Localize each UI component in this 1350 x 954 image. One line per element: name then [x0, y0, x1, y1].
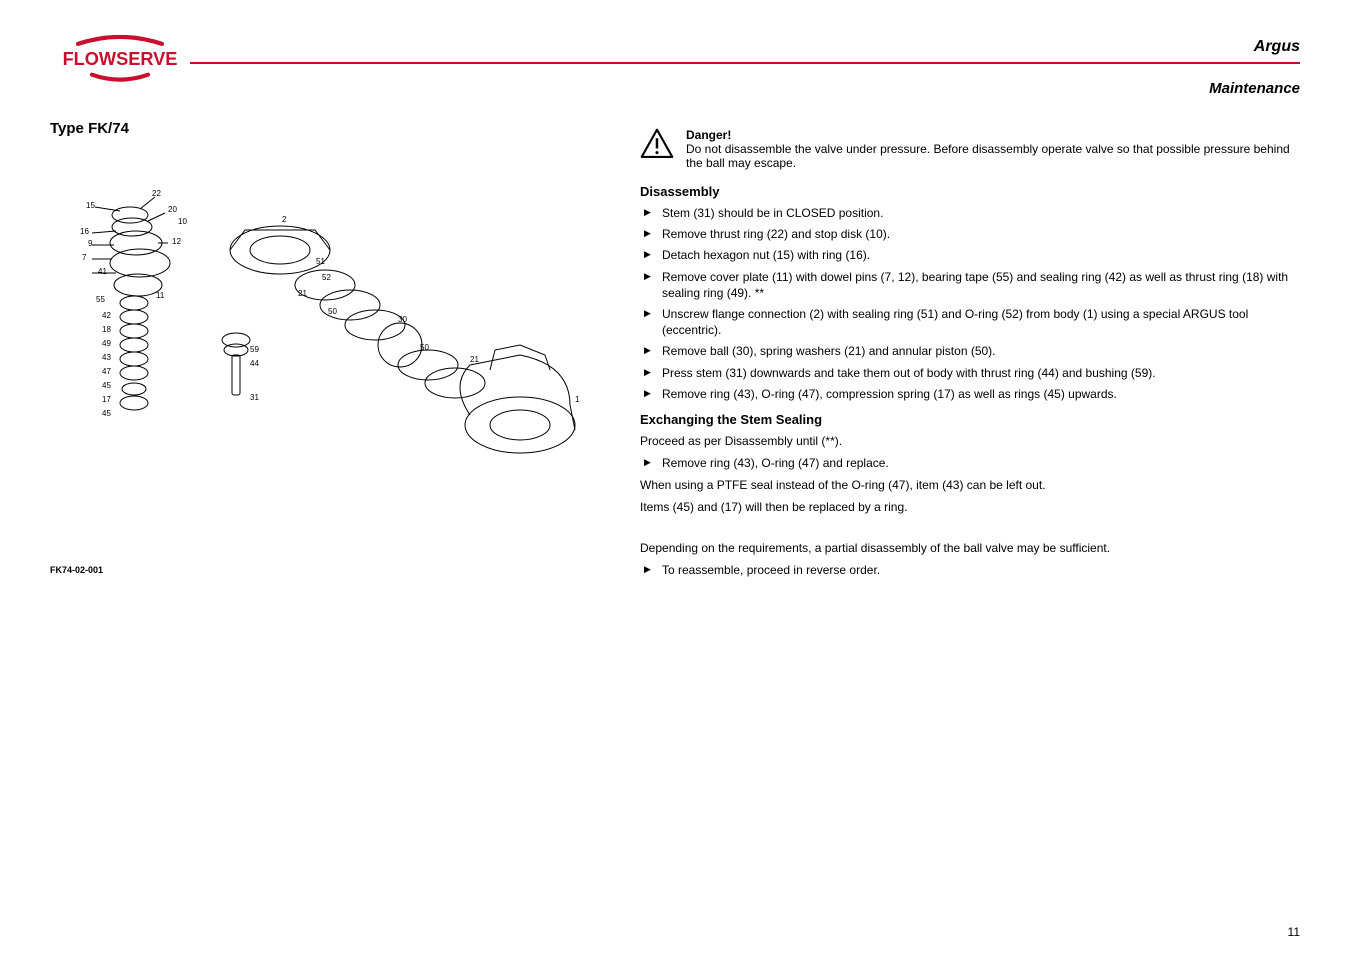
exchange-heading: Exchanging the Stem Sealing — [640, 412, 1300, 427]
diagram-callout: 1 — [575, 395, 579, 404]
diagram-callout: 59 — [250, 345, 259, 354]
right-column: Danger! Do not disassemble the valve und… — [640, 120, 1300, 584]
step-item: Press stem (31) downwards and take them … — [640, 365, 1300, 381]
exploded-diagram: 15 22 20 10 16 9 12 7 41 55 11 42 18 49 … — [50, 155, 610, 535]
diagram-callout: 22 — [152, 189, 161, 198]
header-rule — [190, 62, 1300, 64]
diagram-callout: 21 — [298, 289, 307, 298]
section-label: Maintenance — [1209, 80, 1300, 97]
diagram-callout: 51 — [316, 257, 325, 266]
diagram-callout: 15 — [86, 201, 95, 210]
diagram-callout: 11 — [156, 291, 164, 300]
diagram-callout: 43 — [102, 353, 111, 362]
danger-body: Do not disassemble the valve under press… — [686, 142, 1300, 170]
diagram-callout: 47 — [102, 367, 111, 376]
diagram-code: FK74-02-001 — [50, 565, 610, 575]
step-item: Remove ball (30), spring washers (21) an… — [640, 343, 1300, 359]
type-title: Type FK/74 — [50, 120, 610, 137]
step-item: Remove thrust ring (22) and stop disk (1… — [640, 226, 1300, 242]
danger-title: Danger! — [686, 128, 1300, 142]
ptfe-note: When using a PTFE seal instead of the O-… — [640, 477, 1300, 493]
diagram-callout: 49 — [102, 339, 111, 348]
exchange-intro: Proceed as per Disassembly until (**). — [640, 433, 1300, 449]
brand-label: Argus — [1254, 38, 1300, 56]
partial-note: Depending on the requirements, a partial… — [640, 540, 1300, 556]
diagram-callout: 17 — [102, 395, 111, 404]
svg-text:FLOWSERVE: FLOWSERVE — [63, 49, 178, 69]
diagram-callout: 50 — [420, 343, 429, 352]
diagram-callout: 16 — [80, 227, 89, 236]
diagram-callout: 20 — [168, 205, 177, 214]
diagram-callout: 7 — [82, 253, 86, 262]
step-item: Remove cover plate (11) with dowel pins … — [640, 269, 1300, 301]
diagram-callout: 45 — [102, 409, 111, 418]
danger-text: Danger! Do not disassemble the valve und… — [686, 128, 1300, 170]
page-content: Type FK/74 — [50, 120, 1300, 584]
diagram-callout: 12 — [172, 237, 181, 246]
disassembly-steps: Stem (31) should be in CLOSED position. … — [640, 205, 1300, 402]
diagram-callout: 50 — [328, 307, 337, 316]
danger-block: Danger! Do not disassemble the valve und… — [640, 128, 1300, 170]
reassemble-steps: To reassemble, proceed in reverse order. — [640, 562, 1300, 578]
diagram-callout: 9 — [88, 239, 92, 248]
diagram-callout: 21 — [470, 355, 479, 364]
diagram-callout: 55 — [96, 295, 105, 304]
disassembly-heading: Disassembly — [640, 184, 1300, 199]
diagram-callout: 10 — [178, 217, 187, 226]
diagram-callout: 18 — [102, 325, 111, 334]
page-number: 11 — [1288, 925, 1300, 939]
warning-icon — [640, 128, 674, 158]
step-item: To reassemble, proceed in reverse order. — [640, 562, 1300, 578]
diagram-callout: 41 — [98, 267, 107, 276]
step-item: Remove ring (43), O-ring (47), compressi… — [640, 386, 1300, 402]
diagram-callout: 30 — [398, 315, 407, 324]
diagram-callout: 42 — [102, 311, 111, 320]
diagram-callout: 52 — [322, 273, 331, 282]
diagram-callout: 2 — [282, 215, 286, 224]
items-note: Items (45) and (17) will then be replace… — [640, 499, 1300, 515]
flowserve-logo: FLOWSERVE — [50, 35, 190, 85]
step-item: Remove ring (43), O-ring (47) and replac… — [640, 455, 1300, 471]
step-item: Stem (31) should be in CLOSED position. — [640, 205, 1300, 221]
exchange-intro-text: Proceed as per Disassembly until (**). — [640, 434, 842, 448]
exchange-steps: Remove ring (43), O-ring (47) and replac… — [640, 455, 1300, 471]
step-item: Detach hexagon nut (15) with ring (16). — [640, 247, 1300, 263]
diagram-callout: 44 — [250, 359, 259, 368]
diagram-callout: 31 — [250, 393, 259, 402]
step-item: Unscrew flange connection (2) with seali… — [640, 306, 1300, 338]
page-header: FLOWSERVE Argus Maintenance — [50, 30, 1300, 100]
left-column: Type FK/74 — [50, 120, 610, 584]
diagram-callout: 45 — [102, 381, 111, 390]
